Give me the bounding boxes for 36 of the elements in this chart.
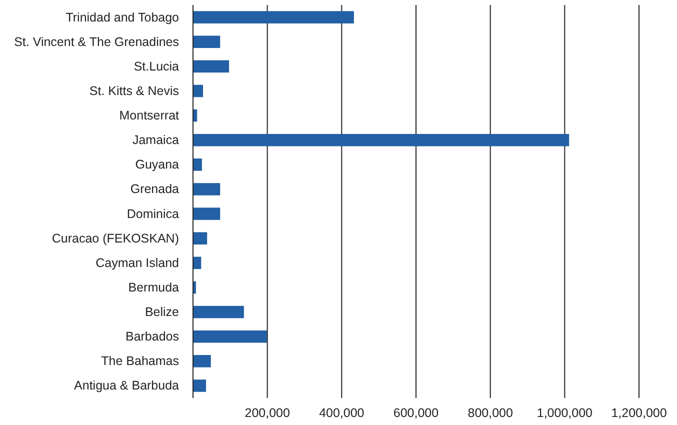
bar: [193, 36, 220, 48]
x-tick-label: 800,000: [468, 406, 513, 420]
y-tick-label: Dominica: [126, 206, 180, 221]
x-tick-label: 1,200,000: [611, 406, 667, 420]
y-tick-label: Barbados: [125, 330, 179, 344]
y-tick-label: The Bahamas: [101, 354, 179, 368]
y-tick-label: Belize: [144, 305, 180, 320]
bar: [193, 134, 570, 146]
y-tick-label: Grenada: [130, 182, 180, 196]
y-tick-label: St.Lucia: [134, 59, 180, 74]
bar: [193, 256, 202, 270]
bar: [193, 380, 206, 392]
y-tick-label: Trinidad and Tobago: [66, 10, 180, 24]
bar: [193, 183, 220, 196]
y-tick-label: Guyana: [135, 158, 180, 172]
x-tick-label: 200,000: [244, 406, 290, 420]
bar: [193, 330, 267, 343]
y-tick-label: Curacao (FEKOSKAN): [52, 231, 179, 246]
y-tick-label: Montserrat: [119, 108, 180, 123]
x-tick-label: 1,000,000: [536, 406, 593, 420]
y-tick-label: St. Kitts & Nevis: [89, 84, 179, 98]
bar: [193, 84, 204, 98]
y-tick-label: Antigua & Barbuda: [74, 378, 180, 393]
bar: [193, 60, 230, 73]
bar: [193, 208, 220, 220]
y-tick-label: Jamaica: [132, 133, 180, 148]
bar: [193, 306, 244, 318]
y-tick-label: Cayman Island: [96, 256, 180, 270]
y-tick-label: Bermuda: [128, 280, 180, 294]
x-tick-label: 400,000: [319, 406, 364, 420]
y-tick-label: St. Vincent & The Grenadines: [14, 34, 179, 49]
bar: [193, 11, 354, 24]
x-tick-label: 600,000: [393, 406, 439, 420]
bar: [193, 232, 208, 244]
bar: [193, 355, 211, 368]
bar: [193, 158, 202, 171]
